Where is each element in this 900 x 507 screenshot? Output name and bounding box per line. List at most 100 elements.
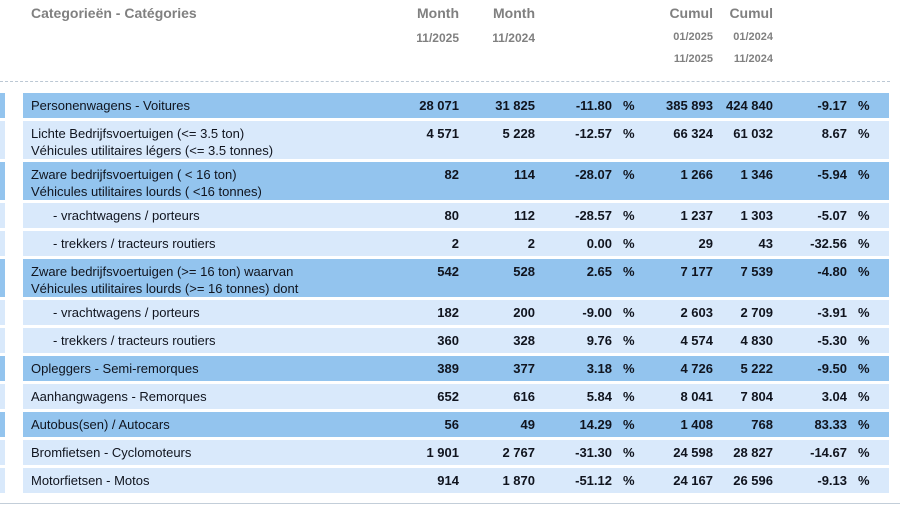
cell-cumul-previous: 4 830 [740, 333, 773, 348]
cell-cumul-previous: 43 [758, 236, 773, 251]
row-label: Lichte Bedrijfsvoertuigen (<= 3.5 ton) Vé… [23, 121, 369, 159]
cell-month-previous: 31 825 [495, 98, 535, 113]
row-label: - trekkers / tracteurs routiers [23, 231, 369, 256]
cell-month-change-pct: 3.18 [586, 361, 612, 376]
row-label: Aanhangwagens - Remorques [23, 384, 369, 409]
cell-month-previous: 112 [514, 208, 535, 223]
row-gutter [5, 300, 23, 325]
cell-cumul-previous: 424 840 [726, 98, 773, 113]
percent-sign: % [623, 445, 635, 460]
cell-month-change-pct: 2.65 [586, 264, 612, 279]
percent-sign: % [858, 208, 870, 223]
spacer [369, 53, 459, 66]
cumul-column-2-period-end: 11/2024 [733, 53, 773, 65]
row-label-line: - vrachtwagens / porteurs [53, 305, 200, 320]
row-grid: Bromfietsen - Cyclomoteurs 1 901 2 767 -31.… [23, 440, 889, 465]
spacer [23, 53, 369, 66]
row-label-line: - trekkers / tracteurs routiers [53, 333, 216, 348]
percent-sign: % [623, 208, 635, 223]
cell-cumul-previous: 28 827 [733, 445, 773, 460]
table-row: Zware bedrijfsvoertuigen (>= 16 ton) waa… [0, 259, 900, 297]
row-label-line: Lichte Bedrijfsvoertuigen (<= 3.5 ton) [31, 126, 245, 141]
cell-month-current: 542 [437, 264, 459, 279]
row-grid: Aanhangwagens - Remorques 652 616 5.84% 8 04… [23, 384, 889, 409]
row-label-line: Zware bedrijfsvoertuigen ( < 16 ton) [31, 167, 237, 182]
cell-month-previous: 114 [514, 167, 535, 182]
row-label: Motorfietsen - Motos [23, 468, 369, 493]
row-grid: Personenwagens - Voitures 28 071 31 825 -11… [23, 93, 889, 118]
table-row: Opleggers - Semi-remorques 389 377 3.18% 4 7… [0, 356, 900, 381]
row-label: Personenwagens - Voitures [23, 93, 369, 118]
spacer [612, 5, 636, 22]
row-label: - vrachtwagens / porteurs [23, 300, 369, 325]
cell-month-change-pct: 14.29 [579, 417, 612, 432]
percent-sign: % [623, 361, 635, 376]
cell-month-previous: 377 [513, 361, 535, 376]
spacer [535, 31, 612, 46]
table-row: Autobus(sen) / Autocars 56 49 14.29% 1 408 76… [0, 412, 900, 437]
cell-month-previous: 5 228 [502, 126, 535, 141]
percent-sign: % [858, 98, 870, 113]
row-color-strip [0, 300, 5, 325]
row-label-line: Zware bedrijfsvoertuigen (>= 16 ton) waa… [31, 264, 294, 279]
cell-cumul-change-pct: -32.56 [810, 236, 847, 251]
spacer [773, 31, 847, 46]
cell-cumul-change-pct: 8.67 [821, 126, 847, 141]
month-column-1-period: 11/2025 [416, 31, 459, 45]
cell-month-change-pct: 5.84 [586, 389, 612, 404]
percent-sign: % [623, 333, 635, 348]
row-label-line: Véhicules utilitaires légers (<= 3.5 ton… [31, 142, 274, 158]
spacer [535, 53, 612, 66]
table-row: Motorfietsen - Motos 914 1 870 -51.12% 24 16… [0, 468, 900, 493]
spacer [23, 31, 369, 46]
cell-cumul-change-pct: -9.13 [817, 473, 847, 488]
spacer [773, 53, 847, 66]
cell-cumul-change-pct: -9.50 [817, 361, 847, 376]
row-grid: Zware bedrijfsvoertuigen ( < 16 ton) Véhi… [23, 162, 889, 200]
cell-cumul-previous: 1 346 [740, 167, 773, 182]
row-label-line: Aanhangwagens - Remorques [31, 389, 207, 404]
spacer [612, 31, 636, 46]
header-separator [0, 81, 890, 82]
table-row: Personenwagens - Voitures 28 071 31 825 -11… [0, 93, 900, 118]
spacer [535, 5, 612, 22]
cell-cumul-current: 29 [698, 236, 713, 251]
spacer [847, 53, 889, 66]
row-label-line: Opleggers - Semi-remorques [31, 361, 199, 376]
percent-sign: % [858, 333, 870, 348]
cell-month-change-pct: 0.00 [586, 236, 612, 251]
percent-sign: % [858, 417, 870, 432]
cell-month-current: 652 [437, 389, 459, 404]
table-row: Zware bedrijfsvoertuigen ( < 16 ton) Véhi… [0, 162, 900, 200]
cell-cumul-previous: 5 222 [740, 361, 773, 376]
row-gutter [5, 440, 23, 465]
cell-cumul-current: 2 603 [680, 305, 713, 320]
percent-sign: % [623, 98, 635, 113]
cell-cumul-change-pct: -3.91 [817, 305, 847, 320]
cell-month-change-pct: -12.57 [575, 126, 612, 141]
cell-month-current: 56 [444, 417, 459, 432]
row-gutter [5, 121, 23, 159]
cumul-column-1-period-end: 11/2025 [673, 53, 713, 65]
cell-cumul-change-pct: 83.33 [814, 417, 847, 432]
percent-sign: % [623, 236, 635, 251]
cell-month-current: 4 571 [426, 126, 459, 141]
table-body: Personenwagens - Voitures 28 071 31 825 -11… [0, 93, 900, 496]
row-grid: Opleggers - Semi-remorques 389 377 3.18% 4 7… [23, 356, 889, 381]
cell-month-previous: 328 [513, 333, 535, 348]
percent-sign: % [623, 305, 635, 320]
spacer [847, 5, 889, 22]
row-color-strip [0, 121, 5, 159]
row-label-line: Véhicules utilitaires lourds (>= 16 tonn… [31, 280, 299, 296]
row-gutter [5, 203, 23, 228]
cell-cumul-current: 1 408 [680, 417, 713, 432]
cell-cumul-previous: 768 [751, 417, 773, 432]
cell-month-current: 28 071 [419, 98, 459, 113]
row-label: Autobus(sen) / Autocars [23, 412, 369, 437]
cell-month-change-pct: -31.30 [575, 445, 612, 460]
cumul-column-1-title: Cumul [669, 5, 713, 21]
percent-sign: % [623, 389, 635, 404]
cell-cumul-change-pct: -5.94 [817, 167, 847, 182]
percent-sign: % [623, 126, 635, 141]
row-color-strip [0, 203, 5, 228]
